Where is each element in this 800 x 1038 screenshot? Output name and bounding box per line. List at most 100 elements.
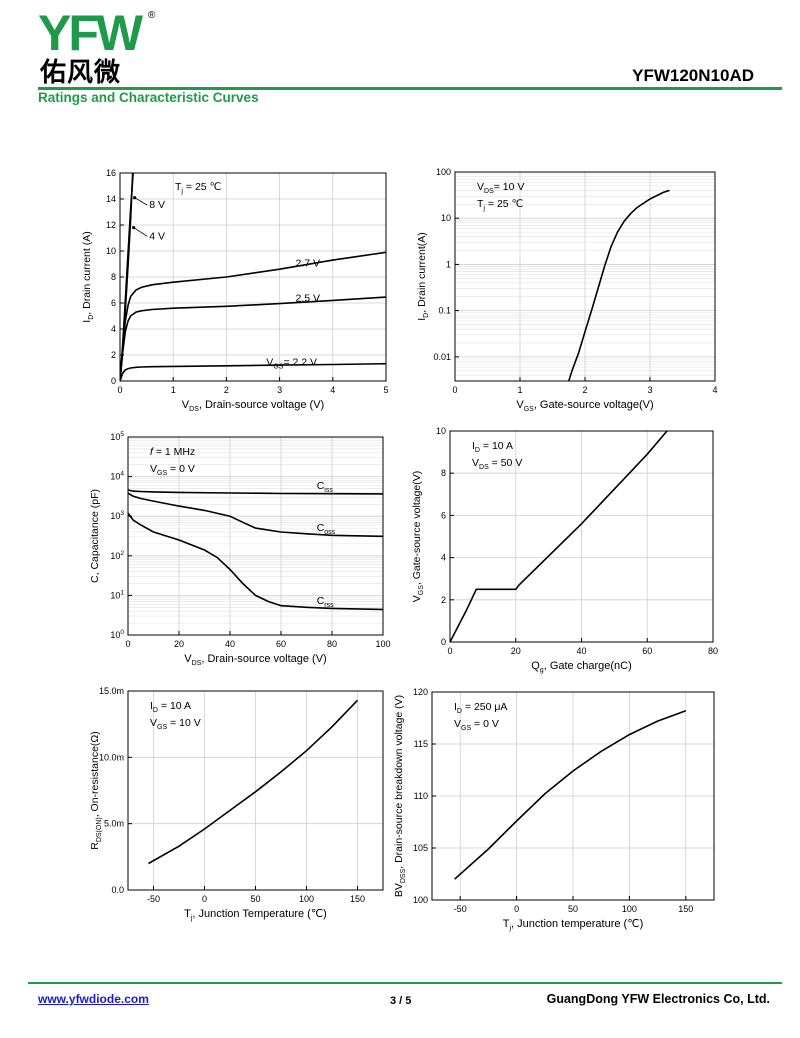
plot-transfer: 0.01 0.1 1 10 100 0 1 2 3 4 VGS, Gate-source volta…	[416, 167, 718, 413]
x-tick-label: 50	[250, 894, 260, 904]
x-axis-label: VDS, Drain-source voltage (V)	[182, 399, 324, 413]
x-tick-label: 1	[171, 385, 176, 395]
series-label: 2.7 V	[296, 258, 321, 270]
series-line-VGS	[450, 431, 668, 642]
y-axis-label-group: C, Capacitance (pF)	[89, 489, 101, 583]
chart-annotation: VGS = 0 V	[454, 718, 499, 732]
chart-annotation: VDS = 50 V	[472, 457, 522, 471]
x-tick-label: 0	[452, 385, 457, 395]
x-tick-label: 0	[125, 639, 130, 649]
chart-annotation: VGS = 0 V	[150, 463, 195, 477]
x-tick-label: 80	[327, 639, 337, 649]
x-tick-label: -50	[147, 894, 160, 904]
y-tick-label: 5.0m	[104, 819, 124, 829]
y-axis-label: VGS, Gate-source voltage(V)	[411, 471, 425, 603]
y-tick-label: 104	[110, 471, 124, 482]
x-tick-label: 0	[514, 904, 519, 914]
y-tick-label: 10.0m	[99, 752, 124, 762]
chart-on-resistance: 0.0 5.0m 10.0m 15.0m -50 0 50 100 150 Tj, Junctio…	[89, 686, 384, 922]
y-tick-label: 15.0m	[99, 686, 124, 696]
x-axis-label: VGS, Gate-source voltage(V)	[516, 399, 653, 413]
y-tick-label: 0.1	[438, 306, 451, 316]
company-logo: YFW	[38, 5, 168, 86]
x-axis-label: Qg, Gate charge(nC)	[531, 660, 632, 674]
y-tick-label: 16	[106, 168, 116, 178]
y-axis-label-group: VGS, Gate-source voltage(V)	[411, 471, 425, 603]
y-tick-label: 0	[111, 376, 116, 386]
y-axis-label: C, Capacitance (pF)	[89, 489, 101, 583]
chart-annotation: ID = 10 A	[472, 440, 513, 454]
label-leader	[133, 227, 148, 237]
y-axis-label-group: ID, Drain current(A)	[416, 232, 430, 321]
series-label: 2.5 V	[296, 293, 321, 305]
chart-gate-charge: 0 2 4 6 8 10 0 20 40 60 80 Qg, Gate charge(nC) VGS, …	[411, 426, 718, 674]
series-line-ID	[568, 189, 670, 381]
y-tick-label: 0	[441, 637, 446, 647]
chart-annotation: Tj = 25 ℃	[477, 198, 523, 212]
y-tick-label: 105	[110, 431, 124, 442]
y-tick-label: 6	[111, 298, 116, 308]
chart-annotation: ID = 10 A	[150, 700, 191, 714]
y-tick-label: 101	[110, 589, 124, 600]
x-tick-label: 20	[174, 639, 184, 649]
y-tick-label: 1	[446, 259, 451, 269]
chart-capacitance: 100 101 102 103 104 105 0 20 40 60 80 100 VDS, Drain…	[89, 431, 391, 667]
series-label: 8 V	[149, 199, 165, 211]
x-axis-label: VDS, Drain-source voltage (V)	[184, 653, 326, 667]
series-line-2-7-V	[120, 251, 386, 381]
series-label: Coss	[317, 522, 336, 536]
y-tick-label: 8	[441, 468, 446, 478]
x-tick-label: -50	[454, 904, 467, 914]
x-tick-label: 4	[712, 385, 717, 395]
chart-output-characteristics: 0 2 4 6 8 10 12 14 16 0 1 2 3 4 5 VDS, Drain-source vol…	[81, 168, 389, 413]
x-tick-label: 5	[383, 385, 388, 395]
x-tick-label: 100	[375, 639, 390, 649]
x-tick-label: 100	[622, 904, 637, 914]
y-tick-label: 6	[441, 510, 446, 520]
x-axis-label: Tj, Junction temperature (℃)	[503, 918, 643, 932]
series-line-BVDSS	[454, 709, 687, 880]
series-line-2-5-V	[120, 296, 386, 381]
series-label: VGS= 2.2 V	[266, 356, 317, 370]
x-tick-label: 60	[276, 639, 286, 649]
series-line-RDS-ON-	[148, 699, 359, 865]
x-tick-label: 150	[350, 894, 365, 904]
x-tick-label: 100	[299, 894, 314, 904]
y-tick-label: 12	[106, 220, 116, 230]
logo-chinese-name: 佑风微	[40, 58, 122, 88]
y-tick-label: 10	[436, 426, 446, 436]
plot-bvdss: 100 105 110 115 120 -50 0 50 100 150 Tj, Junction …	[393, 687, 715, 932]
y-tick-label: 10	[441, 213, 451, 223]
x-tick-label: 40	[225, 639, 235, 649]
chart-annotation: VGS = 10 V	[150, 717, 201, 731]
label-arrowhead	[132, 226, 136, 230]
y-tick-label: 115	[414, 739, 428, 749]
page-number: 3 / 5	[390, 995, 412, 1007]
y-axis-label: RDS(ON), On-resistance(Ω)	[89, 731, 103, 850]
logo-mark: YFW	[38, 5, 147, 61]
label-leader	[134, 197, 148, 206]
x-tick-label: 0	[447, 646, 452, 656]
label-arrowhead	[133, 196, 137, 200]
plot-capacitance: 100 101 102 103 104 105 0 20 40 60 80 100 VDS, Drain…	[89, 431, 391, 667]
y-tick-label: 10	[106, 246, 116, 256]
series-line-Crss	[128, 512, 383, 611]
website-link[interactable]: www.yfwdiode.com	[38, 992, 149, 1006]
x-tick-label: 0	[202, 894, 207, 904]
x-tick-label: 20	[511, 646, 521, 656]
y-axis-label: ID, Drain current (A)	[81, 231, 95, 322]
chart-transfer-characteristics: 0.01 0.1 1 10 100 0 1 2 3 4 VGS, Gate-source volta…	[416, 167, 718, 413]
plot-gate_charge: 0 2 4 6 8 10 0 20 40 60 80 Qg, Gate charge(nC) VGS, …	[411, 426, 718, 674]
y-axis-label-group: ID, Drain current (A)	[81, 231, 95, 322]
y-axis-label: BVDSS, Drain-source breakdown voltage (V…	[393, 695, 407, 897]
plot-rdson: 0.0 5.0m 10.0m 15.0m -50 0 50 100 150 Tj, Junctio…	[89, 686, 384, 922]
y-tick-label: 102	[110, 550, 124, 561]
x-tick-label: 2	[582, 385, 587, 395]
x-tick-label: 1	[517, 385, 522, 395]
chart-annotation: Tj = 25 ℃	[175, 181, 221, 195]
x-tick-label: 60	[642, 646, 652, 656]
y-tick-label: 14	[106, 194, 116, 204]
series-label: 4 V	[149, 230, 165, 242]
header-divider	[38, 87, 782, 90]
